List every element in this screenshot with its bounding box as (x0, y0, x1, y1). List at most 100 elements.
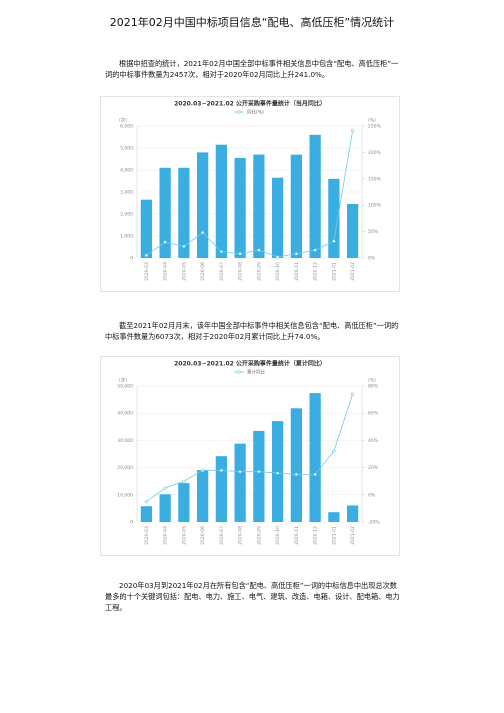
y2-axis-label: (%) (368, 118, 376, 124)
legend-swatch-dot (237, 110, 241, 114)
y2-tick-label: 150% (368, 176, 382, 182)
y2-tick-label: 200% (368, 150, 382, 156)
line-point (182, 479, 186, 483)
bar (215, 456, 227, 522)
chart-title: 2020.03~2021.02 公开采购事件量统计（当月同比） (174, 100, 326, 108)
x-tick-label: 2021-01 (331, 262, 337, 281)
line-point (294, 252, 298, 256)
bar (290, 408, 302, 522)
y-tick-label: 1,000 (120, 234, 133, 240)
x-tick-label: 2020-11 (294, 262, 300, 281)
x-tick-label: 2020-08 (238, 262, 244, 281)
paragraph: 截至2021年02月月末，该年中国全部中标事件中相关信息包含“配电、高低压柜”一… (105, 321, 399, 341)
x-tick-label: 2020-06 (200, 262, 206, 281)
paragraph: 根据中招查的统计，2021年02月中国全部中标事件相关信息中包含“配电、高低压柜… (105, 59, 399, 79)
x-tick-label: 2021-02 (350, 262, 356, 281)
bar (290, 154, 302, 258)
y2-tick-label: 0% (368, 492, 376, 498)
bar (159, 167, 171, 258)
line (146, 130, 354, 258)
y2-tick-label: 50% (368, 229, 379, 235)
line-point (276, 255, 280, 259)
x-tick-label: 2020-10 (275, 526, 281, 545)
line-point (163, 240, 167, 244)
bar (234, 157, 246, 258)
line-point (201, 468, 205, 472)
bar (234, 443, 246, 522)
line-point (313, 472, 317, 476)
bar (178, 483, 190, 522)
line-point (332, 239, 336, 243)
y2-tick-label: -20% (368, 520, 380, 526)
y-tick-label: 0 (130, 520, 133, 526)
x-tick-label: 2020-09 (256, 262, 262, 281)
line-point (332, 449, 336, 453)
x-tick-label: 2020-09 (256, 526, 262, 545)
x-tick-label: 2020-05 (181, 526, 187, 545)
legend-label: 同比(%) (247, 109, 264, 116)
x-tick-label: 2020-03 (144, 526, 150, 545)
x-tick-label: 2020-03 (144, 262, 150, 281)
paragraph: 2020年03月到2021年02月在所有包含“配电、高低压柜”一词的中标信息中出… (105, 581, 400, 612)
line-point (257, 470, 261, 474)
x-tick-label: 2021-01 (331, 526, 337, 545)
bar (347, 203, 359, 258)
bar (197, 470, 209, 522)
line-point (238, 470, 242, 474)
legend-label: 累计同比 (247, 369, 265, 376)
bar (347, 505, 359, 522)
line-point (182, 244, 186, 248)
y-tick-label: 50,000 (117, 384, 133, 390)
x-tick-label: 2020-05 (181, 262, 187, 281)
line-point (257, 248, 261, 252)
y-axis-label: (次) (119, 377, 127, 384)
bar (309, 134, 321, 258)
x-tick-label: 2020-04 (163, 262, 169, 281)
bar (197, 152, 209, 258)
bar (215, 144, 227, 258)
y2-tick-label: 20% (368, 465, 379, 471)
x-tick-label: 2020-10 (275, 262, 281, 281)
y2-tick-label: 80% (368, 384, 379, 390)
y-tick-label: 2,000 (120, 212, 133, 218)
line-point (351, 392, 355, 396)
x-tick-label: 2020-11 (294, 526, 300, 545)
bar (253, 430, 265, 522)
line-point (351, 129, 355, 133)
x-tick-label: 2020-06 (200, 526, 206, 545)
x-tick-label: 2020-07 (219, 526, 225, 545)
y-tick-label: 6,000 (120, 124, 133, 130)
line-point (219, 250, 223, 254)
y-tick-label: 40,000 (117, 411, 133, 417)
chart-frame (100, 96, 400, 292)
line-point (313, 248, 317, 252)
x-tick-label: 2020-04 (163, 526, 169, 545)
y2-tick-label: 40% (368, 438, 379, 444)
bar (253, 154, 265, 258)
x-tick-label: 2020-12 (313, 262, 319, 281)
x-tick-label: 2020-08 (238, 526, 244, 545)
x-tick-label: 2021-02 (350, 526, 356, 545)
y-tick-label: 3,000 (120, 190, 133, 196)
line-point (276, 471, 280, 475)
bar (272, 177, 284, 258)
bar (178, 167, 190, 258)
doc-title: 2021年02月中国中标项目信息“配电、高低压柜”情况统计 (109, 16, 395, 29)
bar (140, 199, 152, 258)
y-tick-label: 5,000 (120, 146, 133, 152)
chart-title: 2020.03~2021.02 公开采购事件量统计（累计同比） (174, 360, 326, 368)
y-tick-label: 30,000 (117, 438, 133, 444)
y-tick-label: 4,000 (120, 168, 133, 174)
y2-tick-label: 0% (368, 256, 376, 262)
legend-swatch-dot (237, 370, 241, 374)
line-point (201, 231, 205, 235)
chart: 2020.03~2021.02 公开采购事件量统计（累计同比） (次) (%) 0 10… (100, 356, 400, 556)
line-point (294, 472, 298, 476)
y-tick-label: 10,000 (117, 492, 133, 498)
bar (140, 506, 152, 522)
y-tick-label: 20,000 (117, 465, 133, 471)
x-tick-label: 2020-12 (313, 526, 319, 545)
y-axis-label: (次) (119, 117, 127, 124)
line-point (238, 252, 242, 256)
